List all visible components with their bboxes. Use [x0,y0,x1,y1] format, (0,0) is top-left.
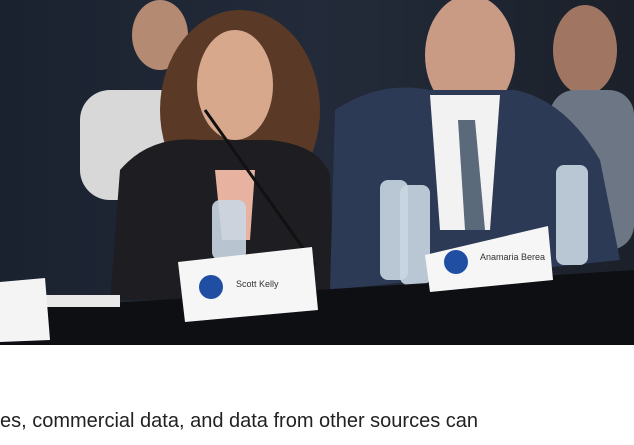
name-card-text: Scott Kelly [236,279,279,289]
paper [40,295,120,307]
name-card [0,278,50,342]
body-text: es, commercial data, and data from other… [0,410,478,433]
bottle [556,165,588,265]
nasa-logo [444,250,468,274]
face [197,30,273,140]
name-card-text: Anamaria Berea [480,252,545,262]
bottle [212,200,246,260]
bottle [400,185,430,285]
photo: Scott Kelly Anamaria Berea [0,0,634,345]
nasa-logo [199,275,223,299]
page: Scott Kelly Anamaria Berea es, commercia… [0,0,634,445]
background-person [553,5,617,95]
